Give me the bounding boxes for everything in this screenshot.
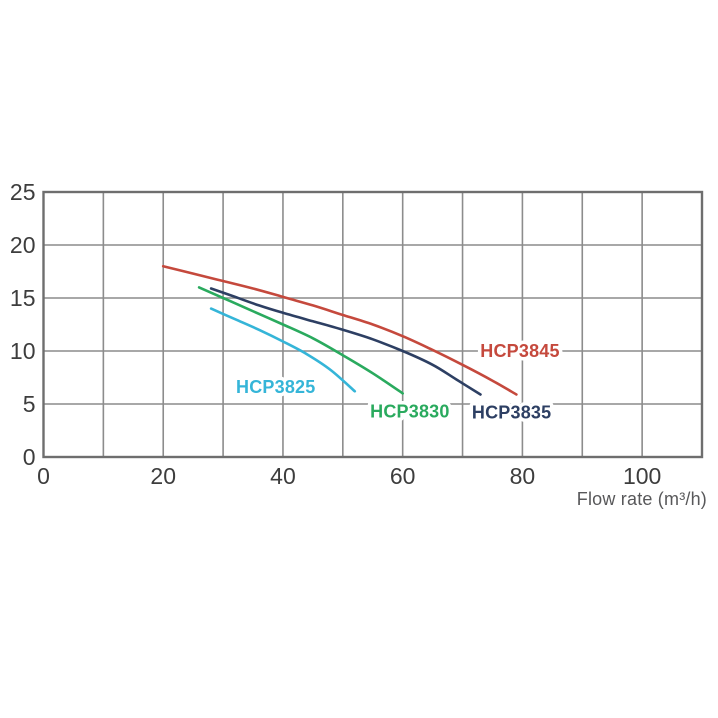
x-tick-label: 100 <box>623 463 661 489</box>
x-tick-label: 60 <box>390 463 416 489</box>
series-curve-hcp3825 <box>209 307 357 393</box>
y-tick-label: 5 <box>23 391 36 417</box>
series-label-hcp3830: HCP3830 <box>370 401 449 421</box>
series-label-hcp3845: HCP3845 <box>480 341 559 361</box>
y-tick-label: 0 <box>23 444 36 470</box>
series-curves <box>161 264 518 396</box>
series-labels: HCP3845 HCP3835 HCP3830 HCP3825 <box>233 338 563 426</box>
x-tick-label: 0 <box>37 463 50 489</box>
y-tick-label: 25 <box>10 179 36 205</box>
grid <box>43 192 702 457</box>
y-tick-label: 15 <box>10 285 36 311</box>
x-tick-label: 40 <box>270 463 296 489</box>
x-tick-label: 20 <box>150 463 176 489</box>
plot-border <box>42 190 704 459</box>
series-curve-hcp3845 <box>161 264 518 396</box>
series-label-hcp3825: HCP3825 <box>236 377 315 397</box>
y-tick-label: 20 <box>10 232 36 258</box>
x-axis-title: Flow rate (m³/h) <box>576 489 707 509</box>
axis-tick-labels: 0 5 10 15 20 25 0 20 40 60 80 100 <box>10 179 661 489</box>
series-curve-hcp3835 <box>209 287 482 396</box>
x-tick-label: 80 <box>510 463 536 489</box>
y-tick-label: 10 <box>10 338 36 364</box>
series-label-hcp3835: HCP3835 <box>472 402 551 422</box>
series-curve-hcp3830 <box>197 286 404 395</box>
